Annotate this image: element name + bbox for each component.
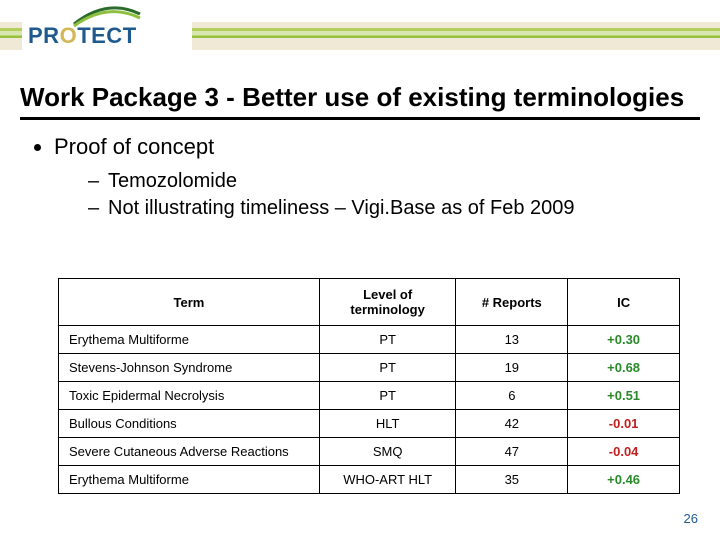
data-table: Term Level of terminology # Reports IC E… bbox=[58, 278, 680, 494]
cell-level: PT bbox=[319, 354, 456, 382]
table-row: Severe Cutaneous Adverse ReactionsSMQ47-… bbox=[59, 438, 680, 466]
page-title: Work Package 3 - Better use of existing … bbox=[20, 82, 700, 120]
col-ic: IC bbox=[568, 279, 680, 326]
cell-ic: +0.68 bbox=[568, 354, 680, 382]
cell-level: HLT bbox=[319, 410, 456, 438]
cell-term: Erythema Multiforme bbox=[59, 466, 320, 494]
logo: PROTECT bbox=[22, 4, 192, 60]
cell-level: SMQ bbox=[319, 438, 456, 466]
logo-text-pre: PR bbox=[28, 23, 60, 48]
table-row: Erythema MultiformeWHO-ART HLT35+0.46 bbox=[59, 466, 680, 494]
cell-term: Bullous Conditions bbox=[59, 410, 320, 438]
cell-term: Toxic Epidermal Necrolysis bbox=[59, 382, 320, 410]
title-block: Work Package 3 - Better use of existing … bbox=[20, 82, 700, 224]
cell-level: PT bbox=[319, 326, 456, 354]
col-term: Term bbox=[59, 279, 320, 326]
logo-text-post: TECT bbox=[77, 23, 136, 48]
bullet-list: Proof of concept Temozolomide Not illust… bbox=[20, 134, 700, 220]
cell-reports: 13 bbox=[456, 326, 568, 354]
logo-text-o: O bbox=[60, 23, 78, 48]
logo-text: PROTECT bbox=[28, 23, 186, 49]
col-reports: # Reports bbox=[456, 279, 568, 326]
cell-ic: +0.51 bbox=[568, 382, 680, 410]
table-header-row: Term Level of terminology # Reports IC bbox=[59, 279, 680, 326]
header-bar: PROTECT bbox=[0, 0, 720, 78]
cell-term: Stevens-Johnson Syndrome bbox=[59, 354, 320, 382]
table-row: Toxic Epidermal NecrolysisPT6+0.51 bbox=[59, 382, 680, 410]
cell-ic: +0.30 bbox=[568, 326, 680, 354]
data-table-wrap: Term Level of terminology # Reports IC E… bbox=[58, 278, 680, 494]
cell-ic: -0.01 bbox=[568, 410, 680, 438]
cell-level: WHO-ART HLT bbox=[319, 466, 456, 494]
cell-level: PT bbox=[319, 382, 456, 410]
cell-ic: -0.04 bbox=[568, 438, 680, 466]
cell-term: Severe Cutaneous Adverse Reactions bbox=[59, 438, 320, 466]
cell-reports: 6 bbox=[456, 382, 568, 410]
page-number: 26 bbox=[684, 511, 698, 526]
bullet-level2: Temozolomide bbox=[92, 170, 700, 193]
table-row: Stevens-Johnson SyndromePT19+0.68 bbox=[59, 354, 680, 382]
table-row: Erythema MultiformePT13+0.30 bbox=[59, 326, 680, 354]
cell-reports: 35 bbox=[456, 466, 568, 494]
cell-reports: 42 bbox=[456, 410, 568, 438]
cell-term: Erythema Multiforme bbox=[59, 326, 320, 354]
bullet-level2: Not illustrating timeliness – Vigi.Base … bbox=[92, 197, 700, 220]
cell-reports: 19 bbox=[456, 354, 568, 382]
table-body: Erythema MultiformePT13+0.30Stevens-John… bbox=[59, 326, 680, 494]
col-level: Level of terminology bbox=[319, 279, 456, 326]
bullet-level1: Proof of concept bbox=[54, 134, 700, 160]
table-row: Bullous ConditionsHLT42-0.01 bbox=[59, 410, 680, 438]
cell-reports: 47 bbox=[456, 438, 568, 466]
bullet-sublist: Temozolomide Not illustrating timeliness… bbox=[54, 170, 700, 220]
cell-ic: +0.46 bbox=[568, 466, 680, 494]
